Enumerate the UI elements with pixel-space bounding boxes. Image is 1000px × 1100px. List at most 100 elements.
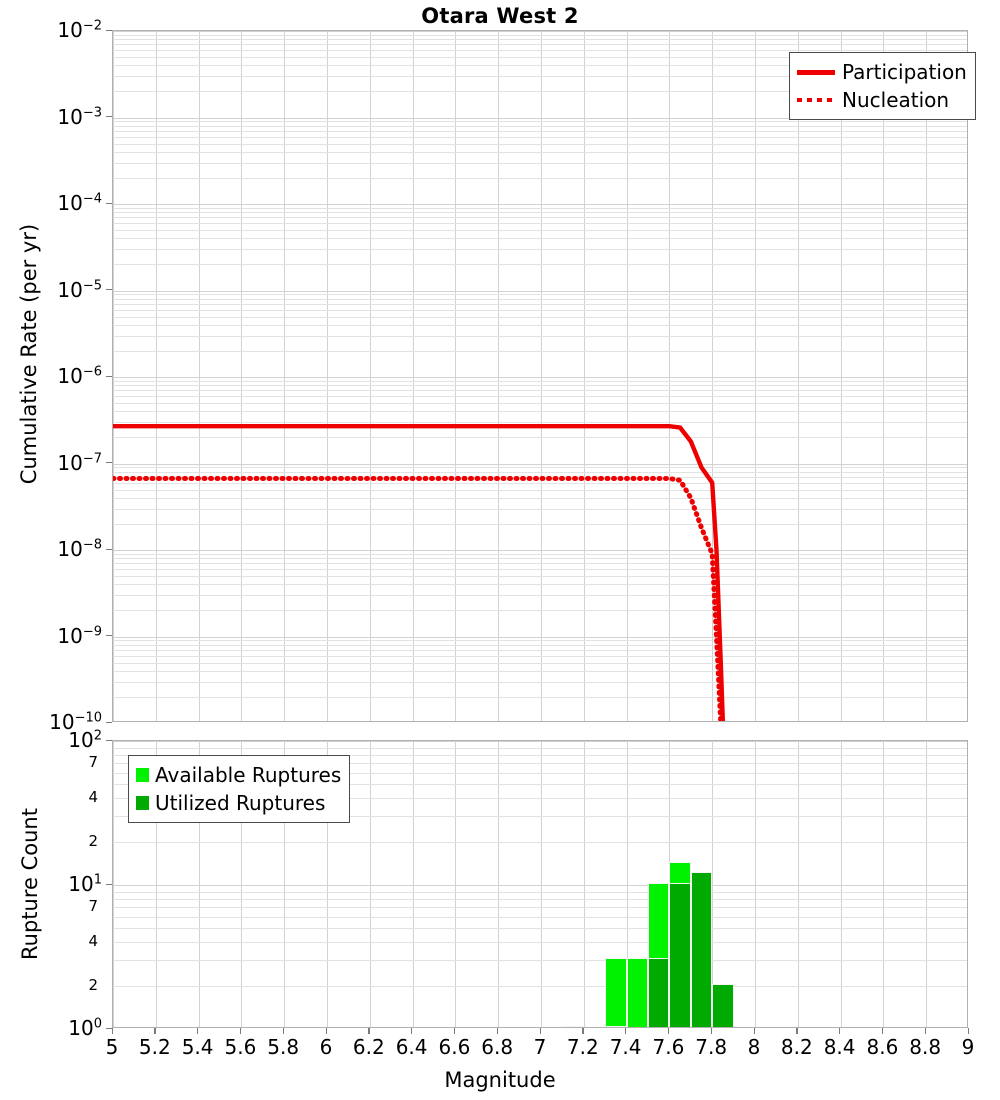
- gridline-horizontal-minor: [113, 294, 967, 296]
- gridline-horizontal-minor: [113, 784, 967, 786]
- bar-available-ruptures: [562, 1026, 584, 1027]
- gridline-vertical: [455, 31, 457, 721]
- gridline-horizontal-minor: [113, 309, 967, 311]
- y-tick-label: 102: [68, 728, 102, 752]
- page-title: Otara West 2: [421, 4, 579, 28]
- x-axis-label: Magnitude: [444, 1068, 556, 1092]
- gridline-horizontal-minor: [113, 212, 967, 214]
- gridline-horizontal-minor: [113, 891, 967, 893]
- tick-mark: [411, 1028, 413, 1034]
- x-tick-label: 6.6: [438, 1035, 471, 1059]
- x-tick-label: 7.8: [695, 1035, 728, 1059]
- x-tick-label: 5.6: [224, 1035, 257, 1059]
- x-tick-label: 8.2: [780, 1035, 813, 1059]
- x-tick-label: 5: [105, 1035, 119, 1059]
- gridline-vertical: [840, 741, 842, 1027]
- tick-mark: [106, 462, 112, 464]
- gridline-horizontal-minor: [113, 985, 967, 987]
- gridline-horizontal-minor: [113, 523, 967, 525]
- y-tick-label: 100: [68, 1016, 102, 1040]
- x-tick-label: 5.2: [138, 1035, 171, 1059]
- x-tick-label: 8.6: [866, 1035, 899, 1059]
- tick-mark: [282, 1028, 284, 1034]
- x-tick-label: 6.4: [395, 1035, 428, 1059]
- x-tick-label: 7: [533, 1035, 547, 1059]
- tick-mark: [667, 1028, 670, 1034]
- series-participation: [113, 423, 726, 721]
- gridline-vertical: [327, 741, 328, 1027]
- gridline-vertical: [926, 31, 928, 721]
- gridline-horizontal-minor: [113, 558, 967, 560]
- bar-utilized-ruptures: [605, 1026, 627, 1027]
- y-tick-label: 10−8: [57, 537, 102, 561]
- gridline-horizontal-minor: [113, 207, 967, 209]
- tick-mark: [881, 1028, 884, 1034]
- gridline-vertical: [113, 31, 114, 721]
- top-panel-legend: Participation Nucleation: [789, 52, 976, 120]
- tick-mark: [325, 1028, 327, 1034]
- gridline-horizontal-minor: [113, 471, 967, 473]
- gridline-horizontal: [113, 117, 967, 119]
- x-tick-label: 5.4: [181, 1035, 214, 1059]
- gridline-horizontal-minor: [113, 298, 967, 300]
- gridline-horizontal-minor: [113, 91, 967, 93]
- y-tick-label: 10−9: [57, 623, 102, 648]
- gridline-horizontal-minor: [113, 960, 967, 962]
- gridline-vertical: [455, 741, 457, 1027]
- gridline-horizontal-minor: [113, 385, 967, 387]
- gridline-horizontal-minor: [113, 324, 967, 326]
- legend-item: Utilized Ruptures: [136, 789, 341, 817]
- gridline-horizontal-minor: [113, 44, 967, 46]
- gridline-vertical: [327, 31, 328, 721]
- gridline-horizontal-minor: [113, 662, 967, 664]
- gridline-horizontal: [113, 550, 967, 551]
- x-tick-label: 6.2: [352, 1035, 385, 1059]
- gridline-vertical: [712, 31, 714, 721]
- y-tick-label-minor: 4: [88, 932, 98, 951]
- gridline-vertical: [198, 741, 200, 1027]
- gridline-horizontal-minor: [113, 130, 967, 132]
- gridline-horizontal-minor: [113, 390, 967, 392]
- gridline-horizontal-minor: [113, 380, 967, 382]
- gridline-vertical: [583, 31, 585, 721]
- gridline-horizontal-minor: [113, 898, 967, 900]
- gridline-vertical: [241, 31, 243, 721]
- x-tick-label: 8.8: [909, 1035, 942, 1059]
- gridline-horizontal-minor: [113, 162, 967, 164]
- gridline-horizontal-minor: [113, 143, 967, 145]
- gridline-vertical: [626, 741, 628, 1027]
- gridline-horizontal-minor: [113, 34, 967, 36]
- gridline-horizontal-minor: [113, 57, 967, 59]
- gridline-vertical: [369, 741, 371, 1027]
- legend-label: Participation: [842, 60, 967, 84]
- gridline-horizontal-minor: [113, 610, 967, 612]
- legend-label: Available Ruptures: [155, 763, 342, 787]
- gridline-vertical: [755, 31, 756, 721]
- tick-mark: [106, 739, 112, 741]
- tick-mark: [453, 1028, 456, 1034]
- bar-utilized-ruptures: [690, 871, 713, 1027]
- gridline-horizontal-minor: [113, 584, 967, 586]
- gridline-horizontal-minor: [113, 595, 967, 597]
- gridline-vertical: [712, 741, 714, 1027]
- gridline-horizontal-minor: [113, 942, 967, 944]
- tick-mark: [106, 548, 112, 550]
- gridline-horizontal: [113, 31, 967, 32]
- tick-mark: [753, 1028, 755, 1034]
- gridline-horizontal-minor: [113, 508, 967, 510]
- gridline-vertical: [541, 741, 542, 1027]
- gridline-horizontal-minor: [113, 151, 967, 153]
- gridline-horizontal-minor: [113, 403, 967, 405]
- dotted-line-icon: [797, 97, 835, 103]
- gridline-horizontal-minor: [113, 50, 967, 52]
- gridline-vertical: [198, 31, 200, 721]
- gridline-horizontal-minor: [113, 655, 967, 657]
- color-swatch-icon: [136, 796, 149, 810]
- tick-mark: [154, 1028, 156, 1034]
- gridline-horizontal: [113, 885, 967, 886]
- y-tick-label-minor: 7: [88, 753, 98, 772]
- gridline-horizontal-minor: [113, 39, 967, 41]
- gridline-horizontal-minor: [113, 437, 967, 439]
- gridline-horizontal-minor: [113, 335, 967, 337]
